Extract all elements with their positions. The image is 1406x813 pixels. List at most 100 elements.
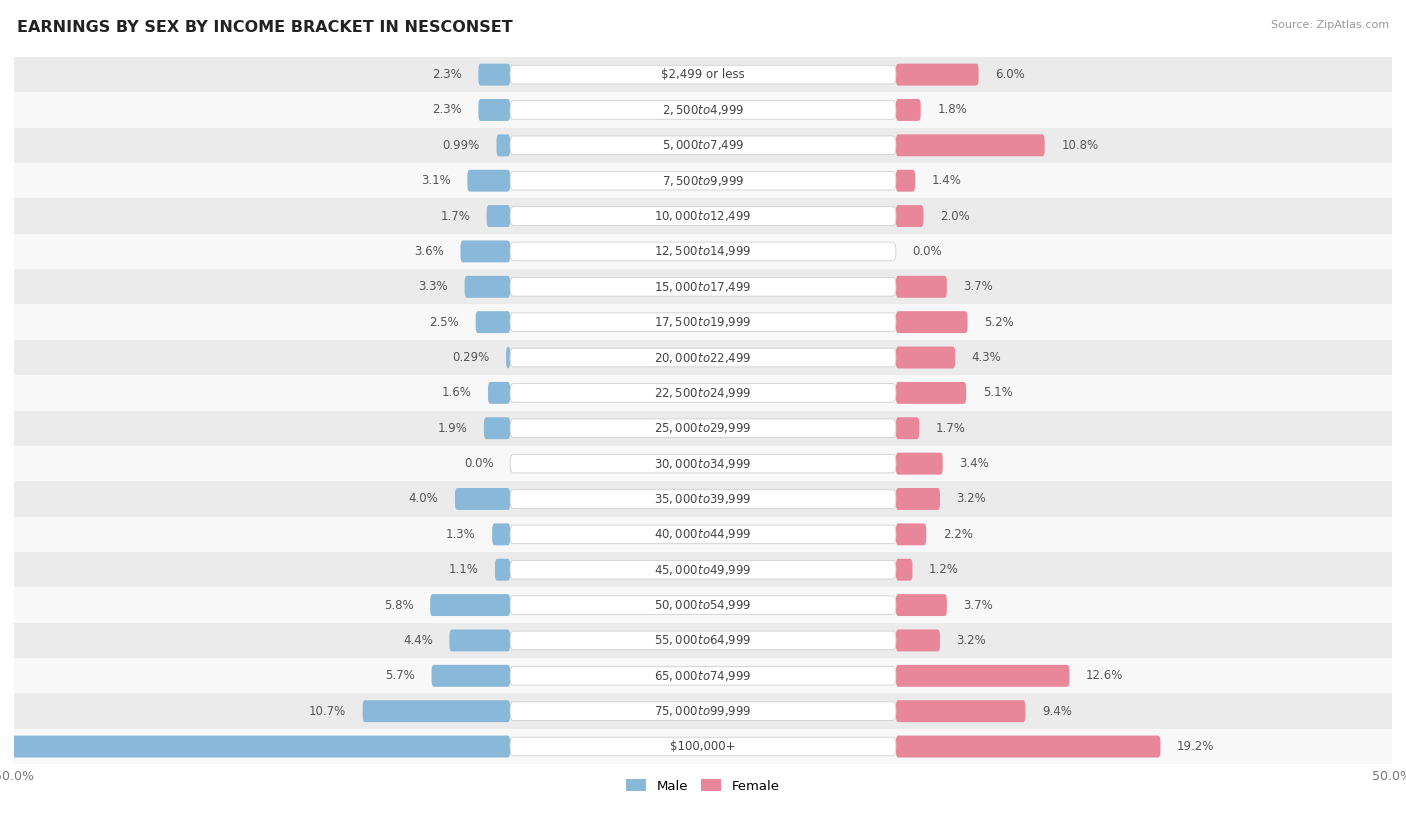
Text: 10.8%: 10.8%	[1062, 139, 1098, 152]
FancyBboxPatch shape	[506, 346, 510, 368]
Bar	[14, 269, 1392, 304]
Text: 5.1%: 5.1%	[983, 386, 1012, 399]
FancyBboxPatch shape	[510, 136, 896, 154]
FancyBboxPatch shape	[896, 346, 955, 368]
Bar	[14, 446, 1392, 481]
Text: 0.29%: 0.29%	[453, 351, 489, 364]
FancyBboxPatch shape	[510, 525, 896, 544]
FancyBboxPatch shape	[0, 736, 510, 758]
Text: 1.3%: 1.3%	[446, 528, 475, 541]
FancyBboxPatch shape	[496, 134, 510, 156]
Text: 2.3%: 2.3%	[432, 103, 461, 116]
Bar	[14, 128, 1392, 163]
Bar	[14, 340, 1392, 375]
FancyBboxPatch shape	[896, 134, 1045, 156]
Text: 1.7%: 1.7%	[936, 422, 966, 435]
FancyBboxPatch shape	[432, 665, 510, 687]
Text: 3.2%: 3.2%	[956, 634, 986, 647]
Text: 9.4%: 9.4%	[1042, 705, 1071, 718]
FancyBboxPatch shape	[478, 63, 510, 85]
Text: $22,500 to $24,999: $22,500 to $24,999	[654, 386, 752, 400]
Text: 2.3%: 2.3%	[432, 68, 461, 81]
Bar	[14, 693, 1392, 729]
FancyBboxPatch shape	[510, 313, 896, 332]
FancyBboxPatch shape	[896, 417, 920, 439]
FancyBboxPatch shape	[510, 348, 896, 367]
FancyBboxPatch shape	[510, 101, 896, 120]
FancyBboxPatch shape	[510, 489, 896, 508]
FancyBboxPatch shape	[492, 524, 510, 546]
Text: 3.6%: 3.6%	[415, 245, 444, 258]
Text: 1.8%: 1.8%	[938, 103, 967, 116]
FancyBboxPatch shape	[510, 242, 896, 261]
FancyBboxPatch shape	[510, 631, 896, 650]
Text: 1.2%: 1.2%	[929, 563, 959, 576]
Text: $12,500 to $14,999: $12,500 to $14,999	[654, 245, 752, 259]
Bar	[14, 411, 1392, 446]
FancyBboxPatch shape	[484, 417, 510, 439]
FancyBboxPatch shape	[510, 596, 896, 615]
Text: $5,000 to $7,499: $5,000 to $7,499	[662, 138, 744, 152]
FancyBboxPatch shape	[510, 207, 896, 225]
FancyBboxPatch shape	[430, 594, 510, 616]
FancyBboxPatch shape	[363, 700, 510, 722]
FancyBboxPatch shape	[896, 63, 979, 85]
Text: $10,000 to $12,499: $10,000 to $12,499	[654, 209, 752, 223]
Text: 0.0%: 0.0%	[464, 457, 494, 470]
Text: Source: ZipAtlas.com: Source: ZipAtlas.com	[1271, 20, 1389, 30]
Text: 2.0%: 2.0%	[941, 210, 970, 223]
Bar	[14, 517, 1392, 552]
FancyBboxPatch shape	[510, 737, 896, 756]
Text: 2.5%: 2.5%	[429, 315, 460, 328]
Text: $50,000 to $54,999: $50,000 to $54,999	[654, 598, 752, 612]
FancyBboxPatch shape	[896, 524, 927, 546]
Text: 3.1%: 3.1%	[422, 174, 451, 187]
Text: $7,500 to $9,999: $7,500 to $9,999	[662, 174, 744, 188]
FancyBboxPatch shape	[896, 488, 941, 510]
FancyBboxPatch shape	[510, 454, 896, 473]
Text: 3.7%: 3.7%	[963, 280, 993, 293]
Text: 4.4%: 4.4%	[404, 634, 433, 647]
Legend: Male, Female: Male, Female	[623, 775, 783, 797]
Text: $2,499 or less: $2,499 or less	[661, 68, 745, 81]
Text: 12.6%: 12.6%	[1085, 669, 1123, 682]
Text: 19.2%: 19.2%	[1177, 740, 1215, 753]
Text: 6.0%: 6.0%	[995, 68, 1025, 81]
Text: 10.7%: 10.7%	[309, 705, 346, 718]
FancyBboxPatch shape	[510, 65, 896, 84]
FancyBboxPatch shape	[510, 560, 896, 579]
FancyBboxPatch shape	[896, 205, 924, 227]
FancyBboxPatch shape	[896, 382, 966, 404]
Bar	[14, 163, 1392, 198]
Bar	[14, 57, 1392, 92]
Text: 1.7%: 1.7%	[440, 210, 470, 223]
Text: 4.0%: 4.0%	[409, 493, 439, 506]
FancyBboxPatch shape	[510, 277, 896, 296]
FancyBboxPatch shape	[896, 629, 941, 651]
FancyBboxPatch shape	[896, 276, 946, 298]
FancyBboxPatch shape	[510, 702, 896, 720]
FancyBboxPatch shape	[896, 559, 912, 580]
Bar	[14, 304, 1392, 340]
FancyBboxPatch shape	[486, 205, 510, 227]
FancyBboxPatch shape	[896, 170, 915, 192]
Text: $75,000 to $99,999: $75,000 to $99,999	[654, 704, 752, 718]
Text: $25,000 to $29,999: $25,000 to $29,999	[654, 421, 752, 435]
Text: $15,000 to $17,499: $15,000 to $17,499	[654, 280, 752, 293]
Text: $2,500 to $4,999: $2,500 to $4,999	[662, 103, 744, 117]
FancyBboxPatch shape	[896, 700, 1025, 722]
Text: 5.2%: 5.2%	[984, 315, 1014, 328]
FancyBboxPatch shape	[896, 453, 943, 475]
Text: 5.8%: 5.8%	[384, 598, 413, 611]
FancyBboxPatch shape	[464, 276, 510, 298]
Bar	[14, 92, 1392, 128]
FancyBboxPatch shape	[896, 594, 946, 616]
FancyBboxPatch shape	[475, 311, 510, 333]
Bar	[14, 659, 1392, 693]
Text: $40,000 to $44,999: $40,000 to $44,999	[654, 528, 752, 541]
FancyBboxPatch shape	[896, 311, 967, 333]
Text: $20,000 to $22,499: $20,000 to $22,499	[654, 350, 752, 364]
FancyBboxPatch shape	[510, 667, 896, 685]
FancyBboxPatch shape	[461, 241, 510, 263]
FancyBboxPatch shape	[488, 382, 510, 404]
